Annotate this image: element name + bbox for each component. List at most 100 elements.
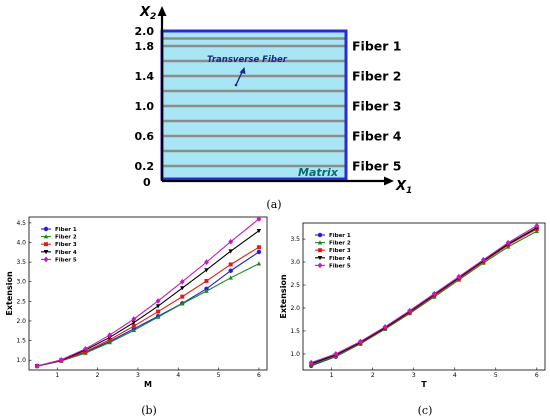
- data-point-marker: [107, 332, 113, 338]
- data-point-marker: [131, 320, 137, 325]
- origin-label: 0: [143, 176, 151, 189]
- data-point-marker: [456, 273, 462, 280]
- data-point-marker: [505, 239, 511, 246]
- x1-axis-label: X1: [395, 179, 412, 196]
- legend-entry: Fiber 5: [55, 257, 77, 263]
- legend-entry: Fiber 3: [329, 248, 351, 254]
- data-point-marker: [204, 259, 209, 265]
- y-tick-label: 4.5: [16, 220, 26, 227]
- data-point-marker: [481, 256, 486, 263]
- fiber-label: Fiber 5: [352, 159, 401, 174]
- data-point-marker: [107, 340, 112, 345]
- data-point-marker: [131, 316, 137, 322]
- legend-entry: Fiber 2: [329, 241, 351, 247]
- legend-entry: Fiber 4: [329, 256, 351, 262]
- chart-c: 1 2 3 4 5 6 1.0 1.5 2.0 2.5 3.0 3.5 T Extension Fiber …: [279, 222, 546, 417]
- legend-entry: Fiber 1: [329, 233, 351, 239]
- x-tick-label: 1: [55, 372, 59, 379]
- series-line: [36, 218, 260, 367]
- x2-tick-labels: 2.0 1.8 1.4 1.0 0.6 0.2: [135, 25, 155, 173]
- x2-axis-label: X2: [139, 5, 156, 22]
- x2-tick-label: 0.2: [135, 160, 155, 173]
- x-tick-label: 1: [330, 372, 334, 379]
- x2-tick-label: 1.8: [135, 40, 155, 53]
- data-point-marker: [155, 314, 161, 319]
- data-point-marker: [256, 261, 262, 266]
- data-point-marker: [131, 327, 137, 333]
- y-tick-label: 4.0: [16, 240, 26, 247]
- fiber-label: Fiber 2: [352, 69, 401, 84]
- series-fiber-4: [309, 225, 539, 366]
- data-point-marker: [382, 323, 388, 330]
- x-axis-title: M: [144, 380, 152, 389]
- data-point-marker: [228, 268, 233, 273]
- data-point-marker: [318, 248, 322, 253]
- data-point-marker: [34, 363, 40, 369]
- data-point-marker: [43, 256, 49, 263]
- data-point-marker: [317, 262, 323, 269]
- data-point-marker: [308, 359, 314, 366]
- data-point-marker: [407, 307, 413, 314]
- y-tick-label: 3.0: [16, 279, 26, 286]
- data-point-marker: [204, 278, 209, 283]
- transverse-fiber-dot: [234, 83, 238, 87]
- series-line: [36, 230, 260, 367]
- legend-entry: Fiber 1: [55, 227, 77, 233]
- y-axis-title: Extension: [5, 271, 14, 316]
- data-point-marker: [43, 234, 49, 239]
- x-tick-label: 5: [494, 372, 498, 379]
- x-tick-label: 6: [257, 372, 261, 379]
- x2-tick-label: 1.0: [135, 100, 155, 113]
- series-line: [311, 227, 538, 365]
- series-fiber-5: [34, 216, 262, 369]
- data-point-marker: [228, 275, 233, 280]
- y-tick-label: 3.0: [290, 259, 300, 266]
- x-tick-label: 2: [96, 372, 100, 379]
- panel-caption: (c): [418, 404, 433, 417]
- y-tick-label: 1.0: [290, 351, 300, 358]
- series-fiber-2: [34, 261, 262, 368]
- chart-b: 1 2 3 4 5 6 1.0 1.5 2.0 2.5 3.0 3.5 4.0 4.5 M Extension…: [5, 216, 268, 417]
- legend-entry: Fiber 3: [55, 242, 77, 248]
- y-tick-label: 2.5: [16, 298, 26, 305]
- data-point-marker: [358, 338, 363, 345]
- data-point-marker: [317, 240, 323, 245]
- data-point-marker: [256, 228, 262, 234]
- data-point-marker: [58, 356, 64, 363]
- data-point-marker: [228, 249, 233, 254]
- schematic-diagram: X2 X1 0 2.01.81.41.00.60.2 Fiber 1Fiber …: [135, 5, 413, 211]
- data-point-marker: [317, 256, 323, 261]
- x-tick-label: 3: [412, 372, 416, 379]
- fiber-label: Fiber 3: [352, 99, 401, 114]
- data-point-marker: [156, 309, 161, 314]
- transverse-fiber-arrowhead: [239, 67, 246, 74]
- x-tick-label: 4: [176, 372, 180, 379]
- series-line: [36, 263, 260, 367]
- y-tick-label: 1.5: [16, 338, 26, 345]
- data-point-marker: [228, 262, 233, 267]
- series-line: [311, 230, 538, 366]
- data-point-marker: [180, 301, 185, 306]
- x2-tick-label: 2.0: [135, 25, 155, 38]
- data-point-marker: [534, 222, 540, 229]
- data-point-marker: [43, 226, 49, 232]
- legend-entry: Fiber 5: [329, 263, 351, 269]
- data-point-marker: [431, 290, 437, 297]
- panel-caption: (b): [141, 404, 157, 417]
- data-point-marker: [155, 298, 161, 304]
- data-point-marker: [204, 268, 209, 273]
- data-point-marker: [333, 351, 339, 357]
- data-point-marker: [256, 245, 261, 250]
- data-point-marker: [256, 249, 262, 255]
- x2-axis-arrow: [157, 6, 167, 16]
- plot-frame: [302, 222, 546, 371]
- y-tick-label: 2.0: [16, 318, 26, 325]
- data-point-marker: [180, 294, 185, 299]
- y-tick-label: 1.5: [290, 328, 300, 335]
- x-tick-label: 4: [453, 372, 457, 379]
- series-line: [36, 246, 260, 367]
- legend-entry: Fiber 4: [55, 250, 77, 256]
- fiber-label: Fiber 4: [352, 129, 402, 144]
- data-point-marker: [180, 286, 185, 291]
